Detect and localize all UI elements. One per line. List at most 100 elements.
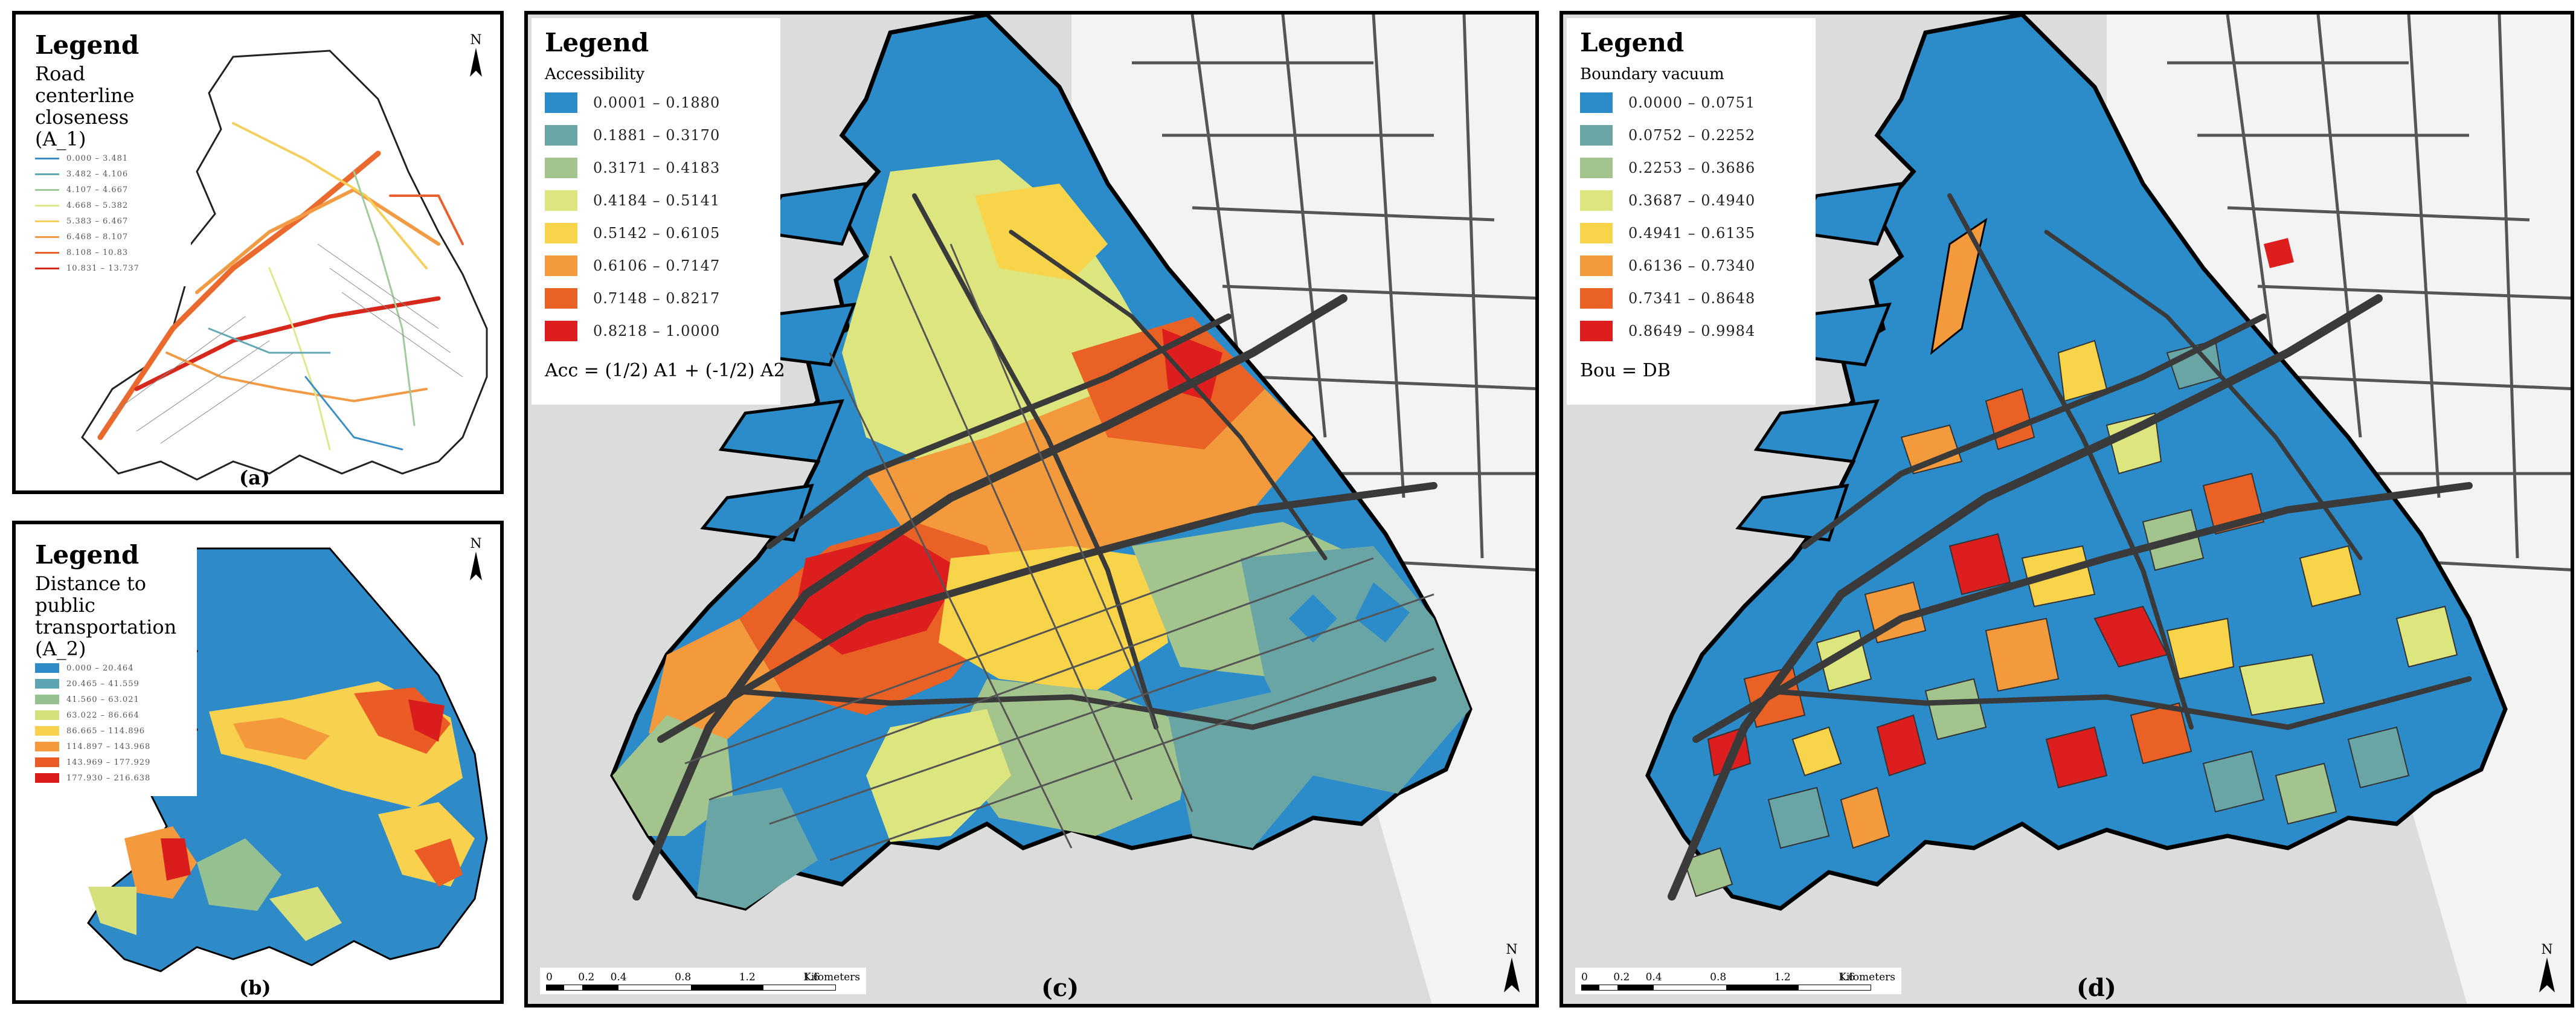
legend-class-row: 6.468 – 8.107 [35, 230, 178, 244]
legend-class-row: 86.665 – 114.896 [35, 724, 184, 738]
legend-d: Legend Boundary vacuum 0.0000 – 0.0751 0.… [1567, 18, 1816, 405]
legend-swatch [35, 251, 59, 254]
legend-class-row: 0.8218 – 1.0000 [545, 318, 767, 344]
scale-tick-label: 0 [1581, 971, 1588, 983]
legend-swatch [35, 757, 59, 767]
legend-class-label: 114.897 – 143.968 [66, 742, 151, 751]
legend-swatch [545, 321, 577, 341]
panel-label-c: (c) [1041, 974, 1079, 1002]
legend-swatch [35, 773, 59, 783]
legend-subtitle: Road centerline closeness (A_1) [35, 62, 135, 150]
legend-class-label: 20.465 – 41.559 [66, 679, 140, 689]
legend-swatch [545, 288, 577, 309]
legend-class-label: 0.1881 – 0.3170 [593, 127, 721, 144]
legend-class-row: 3.482 – 4.106 [35, 167, 178, 181]
north-arrow-b: N [469, 536, 483, 584]
legend-class-label: 0.6136 – 0.7340 [1628, 257, 1756, 274]
scale-tick-label: 0.8 [675, 971, 692, 983]
scale-ticks-d: 0 0.2 0.4 0.8 1.2 1.6 Kilometers [1581, 971, 1895, 983]
legend-swatch [35, 188, 59, 191]
legend-class-label: 3.482 – 4.106 [66, 169, 129, 179]
panel-c: Legend Accessibility 0.0001 – 0.1880 0.18… [524, 11, 1539, 1008]
map-c-accessibility [528, 14, 1535, 1004]
scale-bar-graphic [546, 985, 836, 991]
scale-tick-label: 0.2 [1613, 971, 1630, 983]
scale-tick-label: 1.2 [739, 971, 756, 983]
scale-bar-d: 0 0.2 0.4 0.8 1.2 1.6 Kilometers [1575, 968, 1901, 994]
legend-class-label: 0.8218 – 1.0000 [593, 323, 721, 339]
legend-class-row: 0.0001 – 0.1880 [545, 89, 767, 116]
legend-swatch [1580, 190, 1613, 211]
legend-swatch [35, 236, 59, 238]
legend-class-label: 143.969 – 177.929 [66, 757, 151, 767]
legend-class-label: 0.000 – 20.464 [66, 663, 134, 673]
legend-class-row: 0.2253 – 0.3686 [1580, 155, 1802, 181]
legend-swatch [545, 223, 577, 243]
legend-title: Legend [1580, 28, 1685, 57]
panel-label-b: (b) [239, 976, 271, 999]
legend-class-label: 0.6106 – 0.7147 [593, 257, 721, 274]
legend-class-row: 4.668 – 5.382 [35, 198, 178, 213]
legend-formula: Bou = DB [1580, 360, 1671, 381]
legend-class-row: 0.000 – 3.481 [35, 151, 178, 166]
legend-class-label: 0.7341 – 0.8648 [1628, 290, 1756, 307]
legend-class-label: 0.000 – 3.481 [66, 153, 129, 163]
legend-class-label: 86.665 – 114.896 [66, 726, 146, 736]
scale-tick-label: 0.4 [1645, 971, 1662, 983]
legend-title: Legend [35, 540, 140, 570]
scale-tick-label: 1.2 [1774, 971, 1791, 983]
legend-class-label: 0.2253 – 0.3686 [1628, 159, 1756, 176]
legend-swatch [545, 125, 577, 146]
legend-swatch [1580, 256, 1613, 276]
map-a-road-closeness [81, 50, 488, 481]
legend-swatch [35, 726, 59, 736]
legend-class-row: 0.0000 – 0.0751 [1580, 89, 1802, 116]
legend-class-label: 4.668 – 5.382 [66, 201, 129, 210]
legend-class-row: 4.107 – 4.667 [35, 182, 178, 197]
legend-swatch [35, 679, 59, 689]
scale-tick-label: 0.8 [1710, 971, 1727, 983]
legend-class-row: 0.4184 – 0.5141 [545, 187, 767, 214]
scale-tick-label: 0 [546, 971, 553, 983]
legend-class-row: 177.930 – 216.638 [35, 771, 184, 785]
legend-swatch [1580, 288, 1613, 309]
panel-d: Legend Boundary vacuum 0.0000 – 0.0751 0.… [1559, 11, 2574, 1008]
legend-formula: Acc = (1/2) A1 + (-1/2) A2 [545, 360, 785, 381]
legend-class-label: 0.4184 – 0.5141 [593, 192, 721, 209]
scale-tick-label: 0.4 [610, 971, 627, 983]
legend-class-row: 63.022 – 86.664 [35, 708, 184, 722]
legend-swatch [35, 220, 59, 222]
north-arrow-d: N [2538, 942, 2556, 996]
legend-title: Legend [35, 30, 140, 60]
legend-class-label: 6.468 – 8.107 [66, 232, 129, 242]
legend-class-row: 114.897 – 143.968 [35, 739, 184, 754]
legend-class-row: 143.969 – 177.929 [35, 755, 184, 770]
legend-class-label: 0.5142 – 0.6105 [593, 225, 721, 242]
legend-class-label: 0.3171 – 0.4183 [593, 159, 721, 176]
legend-class-row: 0.6106 – 0.7147 [545, 252, 767, 279]
legend-class-row: 0.6136 – 0.7340 [1580, 252, 1802, 279]
legend-class-label: 8.108 – 10.83 [66, 248, 129, 257]
legend-class-row: 0.3687 – 0.4940 [1580, 187, 1802, 214]
legend-class-label: 0.0752 – 0.2252 [1628, 127, 1756, 144]
legend-class-row: 0.5142 – 0.6105 [545, 220, 767, 246]
legend-class-label: 0.8649 – 0.9984 [1628, 323, 1756, 339]
legend-a: Legend Road centerline closeness (A_1) 0… [22, 21, 191, 286]
legend-class-label: 0.4941 – 0.6135 [1628, 225, 1756, 242]
legend-class-row: 0.1881 – 0.3170 [545, 122, 767, 149]
legend-swatch [1580, 321, 1613, 341]
north-arrow-a: N [469, 33, 483, 80]
legend-swatch [545, 158, 577, 178]
scale-unit-label: Kilometers [803, 971, 860, 983]
scale-tick-label: 0.2 [578, 971, 595, 983]
legend-swatch [35, 173, 59, 175]
map-d-boundary-vacuum [1563, 14, 2571, 1004]
legend-classes-a: 0.000 – 3.481 3.482 – 4.106 4.107 – 4.667 4… [35, 151, 178, 275]
north-arrow-icon [470, 551, 482, 580]
scale-unit-label: Kilometers [1839, 971, 1895, 983]
legend-class-row: 41.560 – 63.021 [35, 692, 184, 707]
legend-class-row: 0.3171 – 0.4183 [545, 155, 767, 181]
legend-subtitle: Distance to public transportation (A_2) [35, 572, 177, 660]
legend-class-label: 63.022 – 86.664 [66, 710, 140, 720]
legend-swatch [35, 157, 59, 159]
